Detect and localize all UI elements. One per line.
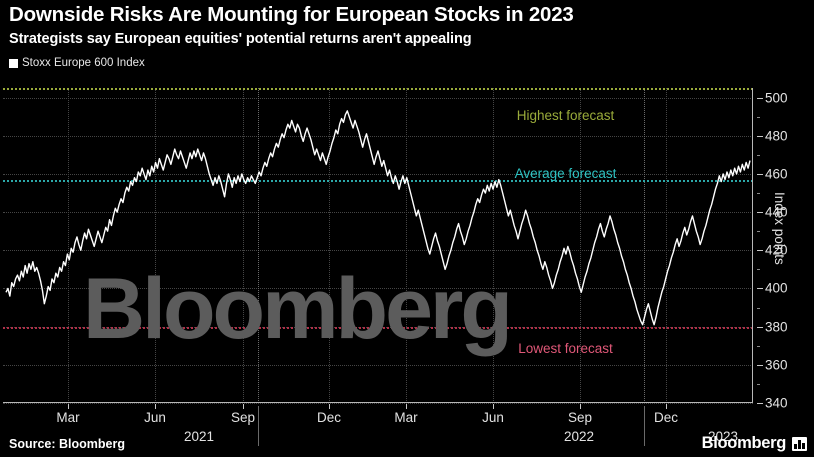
series-path: [6, 111, 750, 325]
y-axis-labels: 340 360 380 400 420 440 460 480 500: [757, 88, 797, 411]
y-tick-minor: [757, 116, 760, 118]
series-line-stoxx-europe-600: [3, 88, 753, 403]
y-tick-mark: [757, 173, 763, 175]
x-tick-mark: [155, 404, 157, 409]
y-tick-minor: [757, 231, 760, 233]
x-axis-year-label-2021: 2021: [183, 429, 214, 444]
x-tick-label-dec: Dec: [317, 410, 342, 425]
y-tick-label-480: 480: [765, 128, 788, 144]
y-tick-mark: [757, 364, 763, 366]
annotation-lowest-forecast: Lowest forecast: [518, 341, 613, 356]
gridline-h-360: [3, 364, 753, 366]
y-tick-minor: [757, 345, 760, 347]
x-tick-mark: [666, 404, 667, 409]
bloomberg-brand: Bloomberg: [701, 434, 787, 452]
gridline-h-460: [3, 173, 753, 175]
y-tick-label-340: 340: [765, 395, 788, 411]
y-tick-label-500: 500: [765, 90, 788, 106]
reference-line-highest-forecast: [3, 88, 753, 90]
gridline-h-500: [3, 97, 753, 99]
x-axis-labels: Mar Jun Sep Dec Mar Jun Sep Dec 2021 2022 2023: [3, 404, 753, 450]
y-tick-label-460: 460: [765, 166, 788, 182]
y-tick-minor: [757, 193, 760, 194]
x-tick-label-sep: Sep: [567, 410, 592, 425]
chart-title: Downside Risks Are Mounting for European…: [9, 3, 574, 26]
x-tick-label-sep: Sep: [230, 410, 256, 425]
y-tick-minor: [757, 269, 760, 271]
x-tick-label-mar: Mar: [56, 410, 80, 425]
x-tick-mark: [405, 404, 407, 409]
gridline-v: [492, 88, 494, 403]
legend-swatch-icon: [9, 58, 18, 68]
x-tick-label-jun: Jun: [482, 410, 504, 425]
y-tick-label-400: 400: [765, 280, 788, 296]
gridline-h-480: [3, 135, 753, 137]
y-tick-label-360: 360: [765, 357, 788, 373]
source-note: Source: Bloomberg: [9, 437, 125, 451]
x-tick-mark: [492, 404, 494, 409]
y-tick-minor: [757, 307, 760, 309]
y-tick-label-380: 380: [765, 319, 788, 335]
y-tick-mark: [757, 326, 763, 328]
gridline-h-440: [3, 212, 753, 214]
gridline-v: [68, 88, 70, 403]
gridline-v: [243, 88, 244, 403]
y-tick-mark: [757, 288, 763, 290]
legend: Stoxx Europe 600 Index: [9, 57, 145, 69]
x-tick-label-jun: Jun: [144, 410, 166, 425]
year-separator: [644, 88, 646, 403]
annotation-average-forecast: Average forecast: [514, 166, 617, 181]
y-tick-mark: [757, 250, 763, 252]
chart-subtitle: Strategists say European equities' poten…: [9, 31, 472, 47]
gridline-h-340: [3, 403, 753, 404]
x-tick-mark: [329, 404, 331, 409]
gridline-v: [329, 88, 331, 403]
bloomberg-logo-icon: [792, 437, 807, 451]
gridline-v: [155, 88, 157, 403]
y-tick-minor: [757, 383, 760, 385]
y-tick-mark: [757, 97, 763, 99]
x-tick-label-mar: Mar: [394, 410, 418, 425]
reference-line-lowest-forecast: [3, 326, 753, 329]
gridline-h-400: [3, 288, 753, 290]
year-separator: [258, 88, 259, 403]
gridline-v: [666, 88, 667, 403]
year-separator-foot: [258, 406, 259, 446]
gridline-v: [405, 88, 407, 403]
annotation-highest-forecast: Highest forecast: [516, 108, 615, 123]
x-tick-mark: [68, 404, 70, 409]
y-axis-line: [752, 88, 753, 403]
y-tick-label-420: 420: [765, 242, 788, 258]
y-axis-title: Index points: [772, 192, 787, 265]
plot-area: Bloomberg Highest forecast Average foreca…: [3, 88, 753, 404]
x-axis-line: [3, 402, 753, 403]
y-tick-mark: [757, 403, 763, 404]
y-tick-minor: [757, 154, 760, 156]
y-tick-mark: [757, 212, 763, 214]
gridline-v: [579, 88, 581, 403]
year-separator-foot: [644, 406, 646, 446]
legend-item-label: Stoxx Europe 600 Index: [22, 57, 145, 69]
x-tick-mark: [243, 404, 244, 409]
plot-background: [3, 88, 753, 403]
x-tick-mark: [579, 404, 581, 409]
x-axis-year-label-2022: 2022: [563, 429, 595, 444]
gridline-h-420: [3, 250, 753, 252]
x-axis-year-label-2023: 2023: [707, 429, 739, 444]
reference-line-average-forecast: [3, 179, 753, 182]
y-tick-mark: [757, 135, 763, 137]
x-tick-label-dec: Dec: [653, 410, 679, 425]
y-tick-label-440: 440: [765, 204, 788, 220]
